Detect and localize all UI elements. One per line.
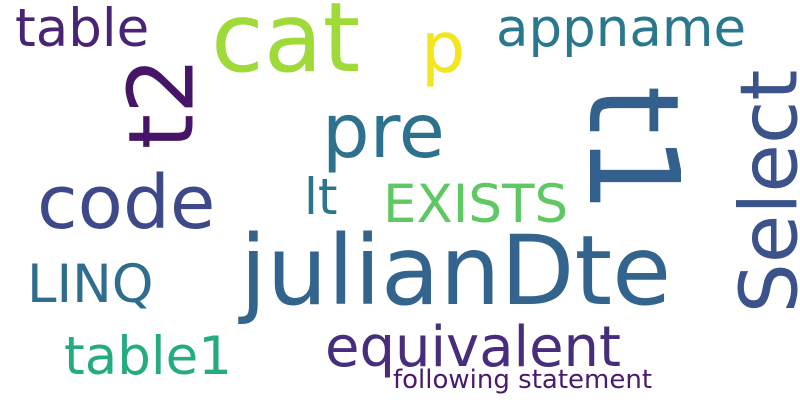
word-lt: lt bbox=[304, 168, 338, 226]
word-pre: pre bbox=[322, 87, 445, 175]
word-select: Select bbox=[723, 69, 800, 314]
word-code: code bbox=[37, 160, 216, 246]
word-cat: cat bbox=[211, 0, 361, 94]
word-table1: table1 bbox=[64, 326, 232, 387]
word-table: table bbox=[15, 0, 150, 59]
word-t1: t1 bbox=[559, 85, 705, 214]
word-appname: appname bbox=[496, 0, 747, 59]
word-juliandte: julianDte bbox=[240, 215, 672, 327]
word-exists: EXISTS bbox=[383, 174, 569, 235]
word-t2: t2 bbox=[109, 56, 215, 150]
word-linq: LINQ bbox=[27, 254, 154, 315]
word-following-statement: following statement bbox=[393, 365, 653, 395]
word-p: p bbox=[421, 7, 466, 89]
word-equivalent: equivalent bbox=[325, 315, 621, 380]
